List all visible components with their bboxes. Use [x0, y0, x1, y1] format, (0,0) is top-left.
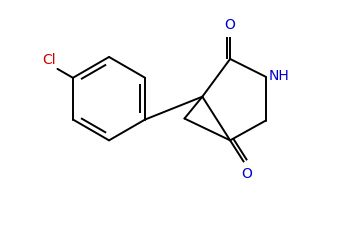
Text: Cl: Cl	[42, 53, 56, 67]
Text: O: O	[225, 18, 236, 32]
Text: NH: NH	[269, 69, 290, 83]
Text: O: O	[242, 167, 252, 181]
